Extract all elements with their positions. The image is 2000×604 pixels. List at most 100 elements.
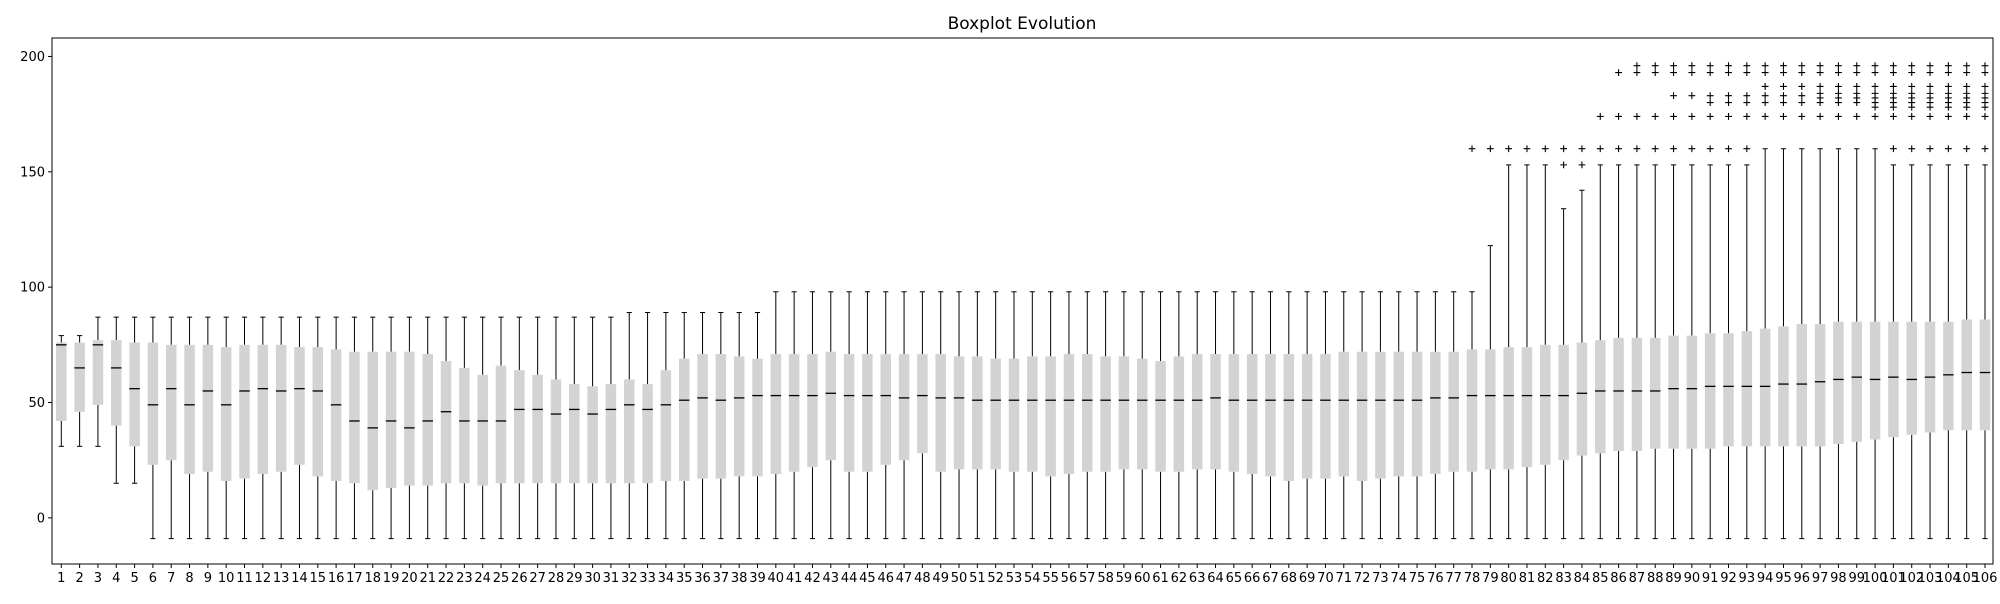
flier-marker — [1725, 92, 1732, 100]
box-group-41 — [788, 291, 800, 540]
flier-marker — [1743, 99, 1751, 106]
x-tick-label: 69 — [1299, 571, 1316, 586]
flier-marker — [1798, 113, 1806, 120]
box-body — [1448, 351, 1459, 472]
x-tick-label: 75 — [1409, 571, 1426, 586]
box-group-99 — [1851, 62, 1863, 540]
x-tick-label: 43 — [823, 571, 840, 586]
box-body — [1283, 354, 1295, 481]
x-tick-label: 3 — [94, 571, 102, 586]
box-group-100 — [1869, 62, 1881, 540]
flier-marker — [1651, 62, 1659, 70]
box-group-1 — [56, 335, 67, 447]
box-body — [1686, 335, 1698, 449]
box-body — [715, 354, 727, 479]
box-group-74 — [1393, 291, 1404, 540]
box-body — [514, 370, 525, 484]
x-tick-label: 85 — [1592, 571, 1609, 586]
flier-marker — [1853, 89, 1861, 97]
flier-marker — [1871, 89, 1879, 97]
box-group-4 — [111, 316, 122, 484]
flier-marker — [1761, 92, 1769, 100]
y-tick-label: 150 — [20, 165, 45, 180]
flier-marker — [1944, 62, 1952, 70]
x-tick-label: 36 — [694, 571, 711, 586]
flier-marker — [1908, 62, 1916, 70]
box-group-23 — [459, 316, 470, 540]
box-body — [56, 342, 67, 421]
box-group-80 — [1503, 145, 1514, 540]
x-tick-label: 2 — [75, 571, 83, 586]
x-tick-label: 76 — [1427, 571, 1444, 586]
x-tick-label: 52 — [987, 571, 1004, 586]
flier-marker — [1944, 89, 1952, 97]
x-tick-label: 93 — [1739, 571, 1756, 586]
flier-marker — [1780, 92, 1787, 100]
box-body — [440, 360, 452, 484]
box-body — [92, 340, 104, 405]
flier-marker — [1908, 145, 1916, 153]
x-tick-label: 32 — [621, 571, 638, 586]
x-tick-label: 103 — [1918, 571, 1943, 586]
x-tick-label: 29 — [566, 571, 583, 586]
x-tick-label: 50 — [951, 571, 968, 586]
box-group-36 — [697, 312, 708, 540]
box-group-51 — [972, 291, 983, 540]
flier-marker — [1706, 62, 1714, 70]
box-group-97 — [1814, 62, 1826, 540]
box-body — [239, 344, 250, 479]
box-group-35 — [678, 312, 690, 540]
box-body — [1375, 351, 1386, 479]
box-body — [660, 370, 672, 481]
box-body — [1063, 354, 1075, 475]
box-group-70 — [1320, 291, 1331, 540]
box-group-94 — [1759, 62, 1771, 540]
box-body — [1595, 340, 1606, 454]
x-tick-label: 9 — [204, 571, 212, 586]
flier-marker — [1963, 83, 1971, 90]
flier-marker — [1835, 69, 1842, 77]
flier-marker — [1890, 83, 1897, 90]
box-group-96 — [1796, 62, 1808, 540]
box-group-83 — [1558, 145, 1569, 540]
x-tick-label: 53 — [1006, 571, 1023, 586]
flier-marker — [1761, 83, 1769, 90]
box-group-55 — [1045, 291, 1056, 540]
box-group-91 — [1704, 62, 1716, 540]
x-tick-label: 35 — [676, 571, 693, 586]
flier-marker — [1853, 113, 1861, 120]
box-body — [825, 351, 837, 461]
box-body — [550, 379, 562, 484]
box-body — [1741, 330, 1753, 447]
flier-marker — [1688, 145, 1696, 153]
box-body — [917, 354, 928, 454]
box-group-85 — [1595, 113, 1606, 540]
flier-marker — [1706, 69, 1714, 77]
box-body — [1851, 321, 1863, 442]
x-tick-label: 79 — [1482, 571, 1499, 586]
box-group-43 — [825, 291, 837, 540]
x-tick-label: 67 — [1262, 571, 1279, 586]
box-body — [752, 358, 763, 477]
box-group-62 — [1173, 291, 1185, 540]
flier-marker — [1981, 145, 1989, 153]
x-tick-label: 13 — [273, 571, 290, 586]
flier-marker — [1633, 113, 1641, 120]
x-tick-label: 4 — [112, 571, 120, 586]
flier-marker — [1798, 92, 1806, 100]
box-group-42 — [807, 291, 818, 540]
x-tick-label: 28 — [548, 571, 565, 586]
box-group-79 — [1485, 145, 1496, 540]
box-body — [1869, 321, 1881, 440]
x-tick-label: 99 — [1848, 571, 1865, 586]
x-tick-label: 72 — [1354, 571, 1371, 586]
flier-marker — [1963, 113, 1971, 120]
flier-marker — [1944, 69, 1952, 77]
flier-marker — [1578, 145, 1586, 153]
box-group-84 — [1576, 145, 1588, 540]
x-tick-label: 78 — [1464, 571, 1481, 586]
x-tick-label: 77 — [1445, 571, 1462, 586]
box-body — [1411, 351, 1423, 477]
y-tick-label: 0 — [37, 511, 45, 526]
